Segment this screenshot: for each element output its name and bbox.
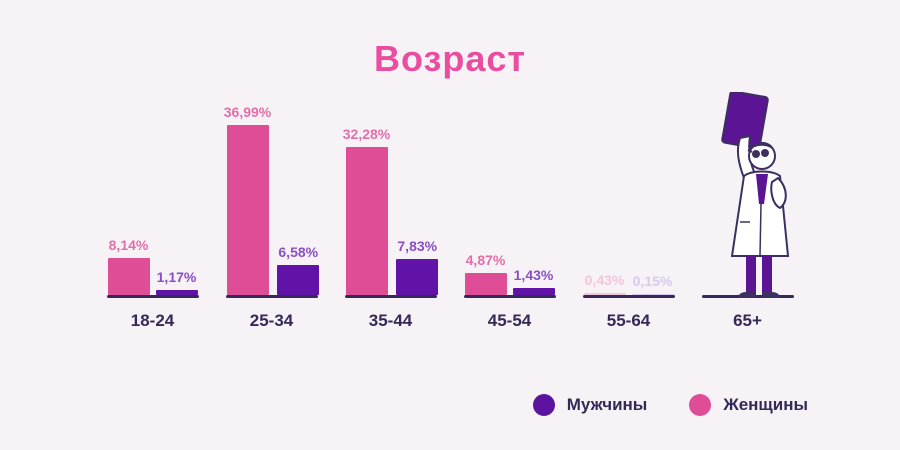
legend-label: Мужчины <box>566 395 648 414</box>
category-label: 65+ <box>733 311 762 330</box>
bar-women: 4,87% <box>464 252 507 295</box>
bar-men: 1,17% <box>155 269 198 295</box>
category-label: 55-64 <box>606 311 651 330</box>
bar-group: 36,99% 6,58% 25-34 <box>224 104 320 330</box>
category-label: 18-24 <box>130 311 175 330</box>
bar-men: 6,58% <box>277 244 320 295</box>
category-label: 25-34 <box>249 311 294 330</box>
bar-value-label: 1,17% <box>156 269 197 285</box>
bar-value-label: 0,15% <box>632 273 673 289</box>
axis-baseline <box>225 295 318 298</box>
category-label: 35-44 <box>368 311 413 330</box>
axis-baseline <box>463 295 556 298</box>
bar-pair: 8,14% 1,17% <box>107 237 198 295</box>
shirt <box>756 174 768 204</box>
bar-women: 0,43% <box>583 272 626 295</box>
hair <box>750 142 775 152</box>
leg-left <box>746 256 756 292</box>
bar-group: 4,87% 1,43% 45-54 <box>462 104 557 330</box>
bar-men: 1,43% <box>512 267 555 295</box>
bar-value-label: 32,28% <box>342 126 391 142</box>
legend-dot <box>532 394 555 416</box>
bar-women: 8,14% <box>107 237 150 295</box>
raised-arm <box>736 134 758 180</box>
bar-value-label: 4,87% <box>465 252 506 268</box>
bar <box>155 290 198 295</box>
bar <box>107 258 150 295</box>
leg-right <box>762 256 772 292</box>
bar <box>583 293 626 295</box>
bar-value-label: 36,99% <box>223 104 272 120</box>
bar <box>277 265 320 295</box>
bar-men: 0,15% <box>631 273 674 295</box>
bar-value-label: 7,83% <box>397 238 438 254</box>
doctor-illustration <box>721 92 790 298</box>
legend-dot <box>689 394 712 416</box>
bar-pair: 4,87% 1,43% <box>464 252 555 295</box>
bar <box>464 273 507 295</box>
bar-women: 36,99% <box>224 104 271 295</box>
bar-group: 8,14% 1,17% 18-24 <box>105 104 200 330</box>
bar-value-label: 8,14% <box>108 237 149 253</box>
axis-baseline <box>106 295 199 298</box>
bar-women: 32,28% <box>343 126 390 295</box>
bar-value-label: 1,43% <box>513 267 554 283</box>
glasses-right <box>761 149 769 157</box>
bar-men: 7,83% <box>396 238 439 295</box>
legend-item-women: Женщины <box>689 394 808 416</box>
bar <box>226 125 269 295</box>
bent-arm <box>770 176 787 210</box>
legend-label: Женщины <box>723 395 808 414</box>
axis-baseline <box>582 295 675 298</box>
bar-value-label: 0,43% <box>584 272 625 288</box>
shoe-left <box>738 292 756 298</box>
bar-chart: 8,14% 1,17% 18-24 36,99% 6,58% 25-34 32,28% 7,8… <box>105 104 795 330</box>
bar <box>345 147 388 295</box>
bar-group: 0,43% 0,15% 55-64 <box>581 104 676 330</box>
legend: Мужчины Женщины <box>532 394 808 416</box>
shoe-right <box>762 292 780 298</box>
category-label: 45-54 <box>487 311 532 330</box>
bar-group: 32,28% 7,83% 35-44 <box>343 104 439 330</box>
bar <box>631 294 674 295</box>
axis-baseline <box>344 295 437 298</box>
bar <box>396 259 439 295</box>
bar-value-label: 6,58% <box>278 244 319 260</box>
legend-item-men: Мужчины <box>532 394 648 416</box>
bar-pair: 0,43% 0,15% <box>583 272 674 295</box>
bar <box>512 288 555 295</box>
bar-pair: 32,28% 7,83% <box>343 126 439 295</box>
bar-pair: 36,99% 6,58% <box>224 104 320 295</box>
chart-title: Возраст <box>373 38 527 79</box>
glasses-left <box>752 150 760 158</box>
